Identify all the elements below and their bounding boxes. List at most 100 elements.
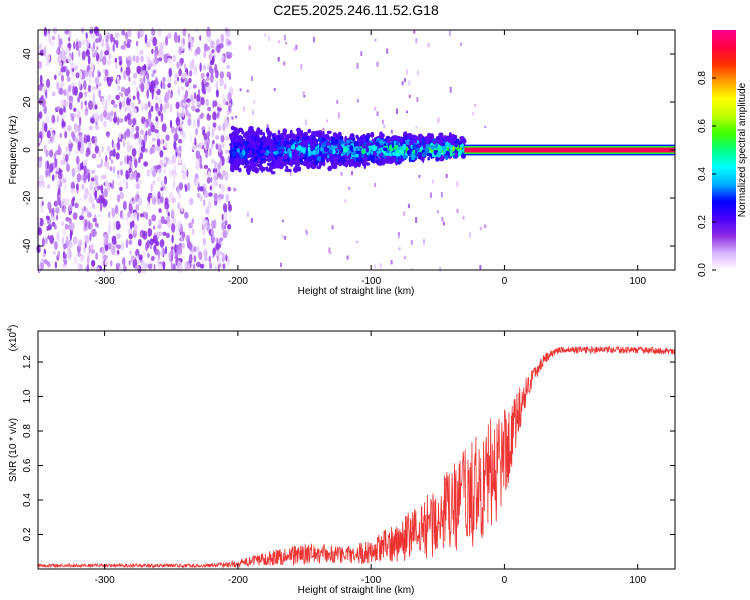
noise-cell [216, 44, 221, 54]
noise-cell [147, 111, 152, 121]
noise-cell [120, 92, 124, 98]
streak-cell [295, 44, 298, 50]
noise-cell [67, 42, 72, 49]
noise-cell [60, 99, 65, 106]
noise-cell [211, 67, 214, 77]
noise-cell [88, 245, 91, 254]
band-cell [449, 149, 453, 155]
streak-cell [436, 210, 439, 214]
noise-cell [88, 69, 92, 78]
noise-cell [167, 89, 171, 95]
noise-cell [110, 159, 114, 165]
noise-cell [69, 224, 74, 231]
noise-cell [58, 197, 61, 206]
noise-cell [96, 164, 102, 169]
noise-cell [196, 261, 201, 268]
noise-cell [214, 266, 217, 271]
band-cell [436, 139, 441, 144]
streak-cell [441, 216, 444, 222]
noise-cell [205, 28, 211, 37]
band-cell [375, 159, 379, 164]
streak-cell [239, 88, 242, 92]
noise-cell [118, 182, 122, 186]
noise-cell [126, 154, 130, 165]
noise-cell [94, 190, 98, 200]
noise-cell [64, 223, 69, 230]
noise-cell [141, 106, 144, 112]
noise-cell [126, 59, 131, 68]
band-cell [235, 156, 239, 161]
noise-cell [37, 227, 43, 236]
noise-cell [188, 222, 193, 229]
band-cell [305, 139, 308, 147]
noise-cell [139, 129, 144, 135]
band-cell [399, 157, 404, 162]
noise-cell [113, 103, 118, 109]
noise-cell [126, 113, 131, 121]
noise-cell [165, 35, 169, 46]
noise-cell [200, 258, 205, 264]
streak-cell [283, 34, 286, 41]
noise-cell [106, 145, 111, 153]
band-cell [260, 138, 267, 142]
noise-cell [103, 161, 108, 168]
band-cell [396, 147, 401, 151]
noise-cell [176, 185, 180, 194]
noise-cell [125, 221, 131, 226]
band-cell [238, 134, 242, 139]
band-cell [376, 155, 379, 160]
noise-cell [135, 183, 141, 190]
streak-cell [235, 115, 237, 119]
noise-cell [110, 99, 115, 105]
noise-cell [152, 170, 157, 178]
snr-series-line [37, 345, 676, 569]
noise-cell [202, 237, 206, 246]
band-cell [251, 134, 255, 141]
noise-cell [120, 66, 123, 73]
noise-cell [138, 135, 142, 145]
noise-cell [59, 82, 65, 87]
noise-cell [207, 171, 212, 177]
band-cell [321, 142, 327, 148]
noise-cell [114, 204, 119, 215]
band-cell [296, 136, 300, 142]
noise-cell [39, 180, 43, 189]
noise-cell [222, 263, 226, 270]
noise-cell [173, 251, 176, 258]
band-cell [431, 134, 435, 140]
noise-cell [148, 63, 153, 68]
streak-cell [374, 183, 377, 187]
band-cell [288, 168, 292, 173]
noise-cell [196, 94, 201, 102]
band-cell [235, 127, 238, 131]
noise-cell [64, 29, 70, 35]
noise-cell [123, 265, 127, 272]
noise-cell [227, 224, 232, 230]
band-cell [307, 128, 312, 134]
noise-cell [120, 45, 126, 50]
noise-cell [99, 202, 103, 212]
noise-cell [128, 260, 131, 266]
noise-cell [189, 60, 195, 70]
noise-cell [147, 78, 150, 84]
band-cell [258, 164, 263, 171]
band-cell [308, 157, 313, 162]
noise-cell [100, 157, 104, 168]
band-cell [407, 133, 413, 138]
band-cell [436, 151, 442, 158]
colorbar-gradient [712, 30, 736, 270]
band-cell [341, 159, 345, 165]
band-cell [263, 160, 267, 164]
band-cell [434, 142, 439, 149]
noise-cell [154, 50, 158, 60]
band-cell [245, 164, 250, 168]
noise-cell [111, 235, 117, 245]
noise-cell [81, 50, 86, 60]
band-cell [371, 144, 377, 151]
noise-cell [177, 121, 181, 126]
noise-cell [98, 82, 102, 87]
noise-cell [94, 145, 100, 154]
snr-x-axis-label: Height of straight line (km) [298, 585, 415, 596]
noise-cell [172, 54, 176, 63]
noise-cell [112, 211, 115, 219]
